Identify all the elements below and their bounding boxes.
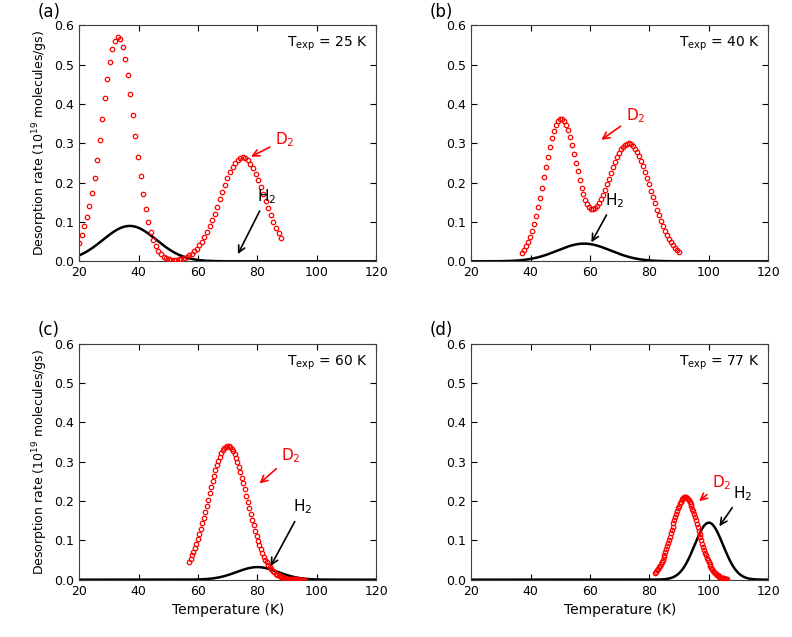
Text: D$_2$: D$_2$: [253, 130, 295, 156]
Text: H$_2$: H$_2$: [238, 187, 276, 252]
Text: T$_{\rm exp}$ = 25 K: T$_{\rm exp}$ = 25 K: [287, 35, 367, 54]
Text: D$_2$: D$_2$: [603, 106, 645, 139]
Text: D$_2$: D$_2$: [261, 447, 301, 482]
Text: D$_2$: D$_2$: [700, 473, 731, 500]
Text: (a): (a): [38, 3, 61, 21]
Y-axis label: Desorption rate (10$^{19}$ molecules/gs): Desorption rate (10$^{19}$ molecules/gs): [31, 348, 50, 575]
Text: (b): (b): [429, 3, 453, 21]
Text: H$_2$: H$_2$: [592, 191, 624, 241]
Text: H$_2$: H$_2$: [272, 497, 312, 564]
X-axis label: Temperature (K): Temperature (K): [564, 603, 676, 617]
Text: T$_{\rm exp}$ = 60 K: T$_{\rm exp}$ = 60 K: [287, 354, 367, 371]
Text: (d): (d): [429, 321, 453, 339]
Text: T$_{\rm exp}$ = 77 K: T$_{\rm exp}$ = 77 K: [679, 354, 760, 371]
Text: T$_{\rm exp}$ = 40 K: T$_{\rm exp}$ = 40 K: [679, 35, 760, 54]
Text: H$_2$: H$_2$: [721, 484, 752, 525]
Text: (c): (c): [38, 321, 59, 339]
X-axis label: Temperature (K): Temperature (K): [172, 603, 284, 617]
Y-axis label: Desorption rate (10$^{19}$ molecules/gs): Desorption rate (10$^{19}$ molecules/gs): [31, 31, 50, 257]
